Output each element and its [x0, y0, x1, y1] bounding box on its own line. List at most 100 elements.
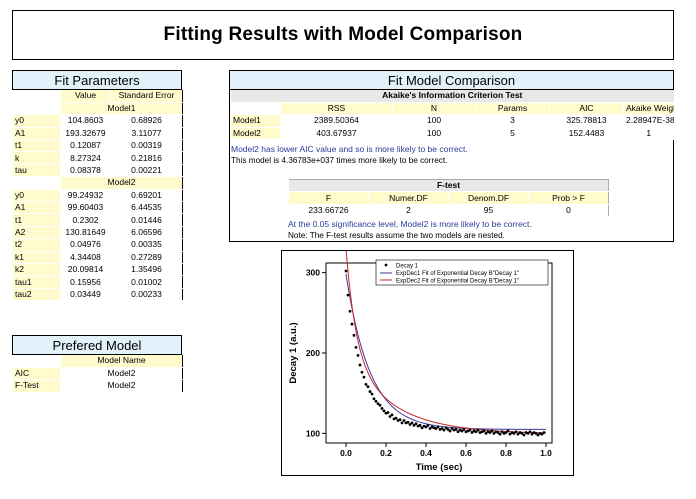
fit-model-comparison-panel: Fit Model Comparison Akaike's Informatio… [229, 70, 674, 242]
ftest-header-denom-df: Denom.DF [448, 191, 529, 205]
preferred-model-panel: Prefered Model Model Name AIC Model2 F-T… [12, 335, 183, 393]
decay-data-point [498, 432, 502, 436]
model2-param-row: k2 20.09814 1.35496 [12, 263, 183, 277]
aic-cell: 5 [475, 127, 550, 141]
decay-data-point [362, 375, 366, 379]
decay-data-point [374, 399, 378, 403]
decay-data-point [412, 423, 416, 427]
x-tick-label: 1.0 [540, 448, 552, 458]
ftest-cell: 233.66726 [288, 204, 369, 218]
legend-symbol-data [384, 263, 388, 267]
decay-data-point [420, 426, 424, 430]
decay-data-point [418, 423, 422, 427]
aic-row-model2-label: Model2 [230, 127, 281, 141]
y-tick-label: 200 [306, 348, 320, 358]
param-value: 0.03449 [60, 288, 111, 302]
decay-data-point [450, 427, 454, 430]
param-value: 0.04976 [60, 238, 111, 252]
preferred-model-table: Model Name AIC Model2 F-Test Model2 [12, 355, 183, 393]
decay-data-point [400, 421, 404, 425]
row-header-ftest: F-Test [12, 379, 61, 393]
decay-data-point [346, 293, 350, 297]
aic-title: Akaike's Information Criterion Test [229, 90, 674, 103]
decay-data-point [390, 413, 394, 417]
decay-data-point [536, 433, 540, 437]
ftest-header-prob: Prob > F [527, 191, 609, 205]
decay-data-point [470, 431, 474, 434]
aic-cell: 3 [475, 114, 550, 128]
preferred-model-title: Prefered Model [12, 335, 182, 355]
decay-data-point [352, 333, 356, 337]
preferred-aic-value: Model2 [60, 367, 183, 381]
aic-cell: 152.4483 [549, 127, 624, 141]
fit-parameters-panel: Fit Parameters Value Standard Error Mode… [12, 70, 183, 302]
decay-data-point [460, 429, 464, 433]
model2-group-label: Model2 [60, 176, 183, 190]
decay-data-point [424, 425, 428, 429]
decay-data-point [442, 428, 446, 432]
corner-cell [230, 102, 281, 116]
decay-data-point [372, 397, 376, 401]
decay-data-point [348, 309, 352, 313]
legend-entry-label: Decay 1 [396, 264, 419, 270]
param-name: t1 [12, 213, 61, 227]
param-name: k [12, 151, 61, 165]
model1-param-row: tau 0.08378 0.00221 [12, 164, 183, 178]
param-name: tau1 [12, 275, 61, 289]
model2-param-row: A2 130.81649 6.06596 [12, 226, 183, 240]
y-tick-label: 100 [306, 428, 320, 438]
decay-data-point [364, 382, 368, 386]
aic-header-rss: RSS [280, 102, 393, 116]
param-value: 20.09814 [60, 263, 111, 277]
param-name: k2 [12, 263, 61, 277]
ftest-cell: 2 [368, 204, 449, 218]
decay-data-point [358, 363, 362, 367]
param-stderr: 0.01002 [110, 275, 183, 289]
decay-data-point [468, 428, 472, 432]
param-value: 104.8603 [60, 114, 111, 128]
group-blank-cell [12, 176, 61, 190]
decay-data-point [528, 430, 532, 434]
param-stderr: 1.35496 [110, 263, 183, 277]
model1-param-row: y0 104.8603 0.68926 [12, 114, 183, 128]
model2-param-row: k1 4.34408 0.27289 [12, 251, 183, 264]
decay-data-point [354, 345, 358, 349]
decay-data-point [398, 418, 402, 422]
decay-data-point [542, 431, 546, 434]
model2-group-row: Model2 [12, 176, 183, 190]
decay-data-point [394, 416, 398, 420]
page-title: Fitting Results with Model Comparison [163, 24, 523, 45]
aic-cell: 2389.50364 [280, 114, 393, 128]
decay-data-point [500, 430, 504, 434]
model2-param-row: tau1 0.15956 0.01002 [12, 275, 183, 289]
param-value: 0.15956 [60, 275, 111, 289]
param-stderr: 0.00233 [110, 288, 183, 302]
model1-group-label: Model1 [60, 102, 183, 116]
param-value: 0.2302 [60, 213, 111, 227]
decay-data-point [530, 432, 534, 436]
decay-data-point [368, 390, 372, 393]
param-stderr: 0.00335 [110, 238, 183, 252]
param-name: k1 [12, 251, 61, 264]
x-tick-label: 0.2 [380, 448, 392, 458]
param-name: t1 [12, 139, 61, 153]
model1-param-row: t1 0.12087 0.00319 [12, 139, 183, 153]
aic-conclusion-note: Model2 has lower AIC value and so is mor… [231, 144, 468, 154]
aic-likelihood-note: This model is 4.36783e+037 times more li… [231, 156, 448, 165]
col-header-model-name: Model Name [60, 355, 183, 368]
y-axis-label: Decay 1 (a.u.) [288, 322, 299, 383]
aic-cell: 100 [392, 127, 476, 141]
fit-parameters-table: Value Standard Error Model1 y0 104.8603 0.… [12, 90, 183, 302]
model2-param-row: A1 99.60403 6.44535 [12, 201, 183, 215]
decay-data-point [360, 370, 364, 374]
decay-data-point [492, 431, 496, 435]
x-axis-label: Time (sec) [416, 462, 463, 473]
decay-data-point [526, 431, 530, 435]
param-name: tau2 [12, 288, 61, 302]
decay-data-point [386, 411, 390, 414]
decay-data-point [344, 269, 348, 273]
decay-data-point [382, 409, 386, 413]
decay-data-point [376, 402, 380, 406]
param-value: 99.60403 [60, 201, 111, 215]
param-value: 130.81649 [60, 226, 111, 240]
